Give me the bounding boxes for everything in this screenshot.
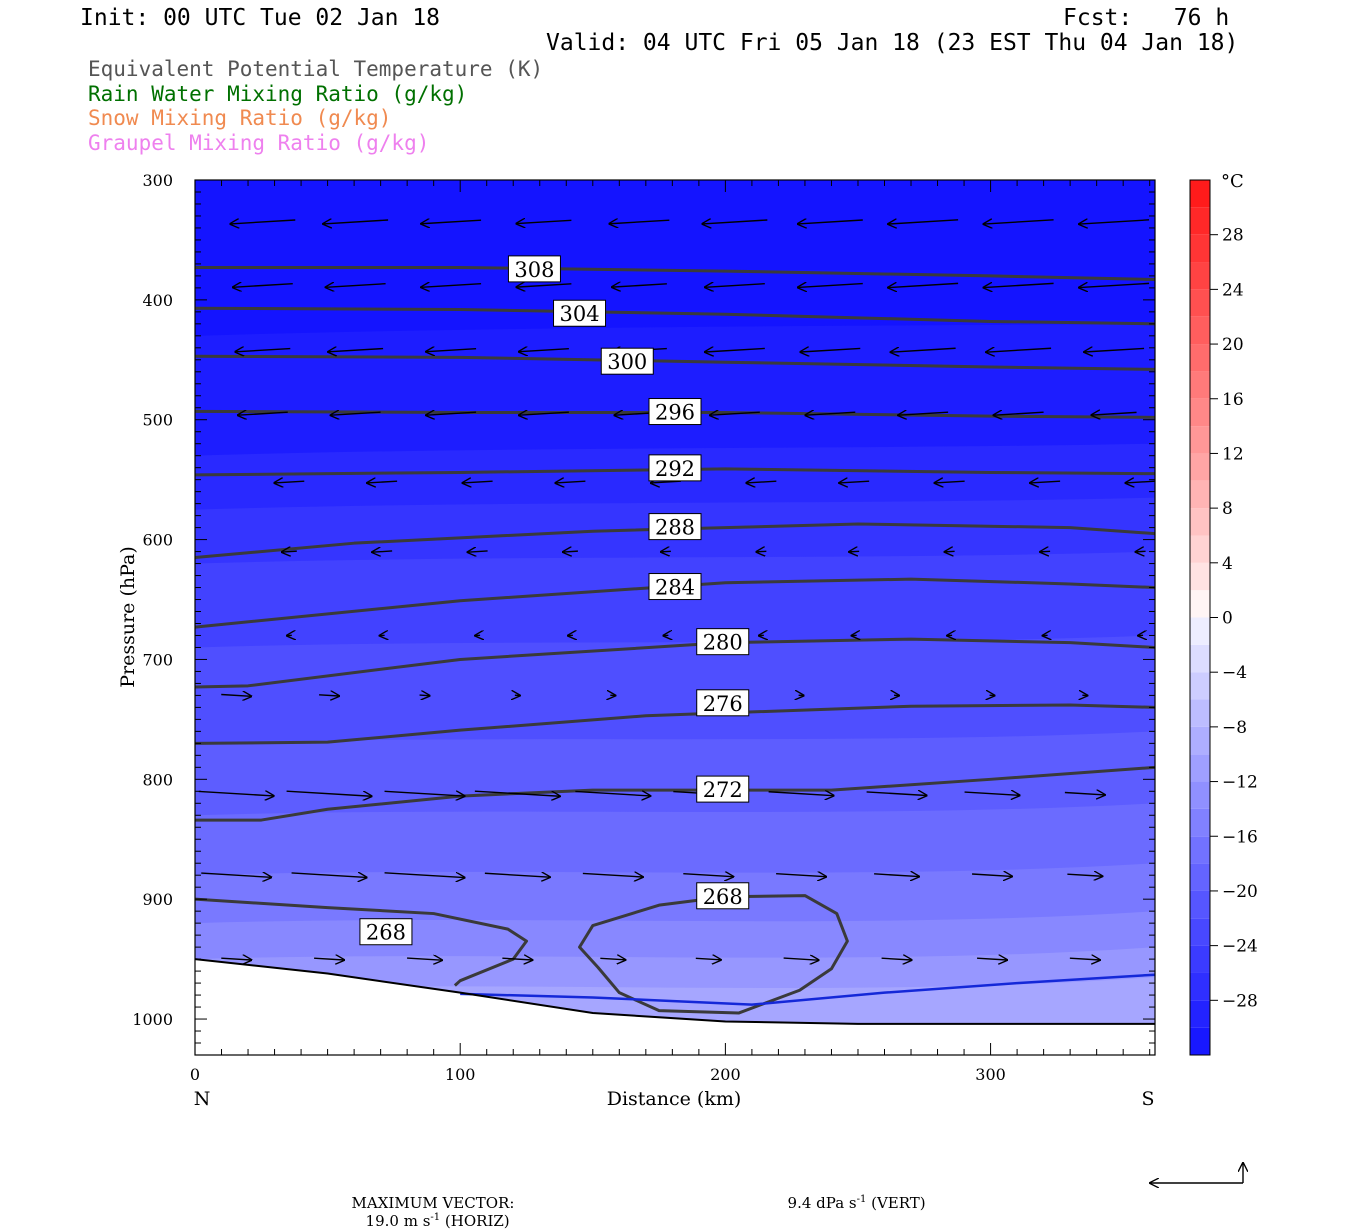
colorbar-cell	[1190, 289, 1210, 316]
colorbar-label: −8	[1222, 718, 1247, 738]
colorbar-cell	[1190, 618, 1210, 645]
colorbar-label: 20	[1222, 335, 1244, 355]
horiz-max-value: 19.0 m s	[366, 1212, 431, 1230]
temperature-shading	[195, 180, 1155, 1055]
colorbar-label: 0	[1222, 609, 1233, 629]
colorbar-cell	[1190, 180, 1210, 207]
reference-vector-icon	[1150, 1163, 1243, 1183]
x-tick-label: 100	[445, 1065, 476, 1084]
x-tick-label: 200	[710, 1065, 741, 1084]
colorbar-label: −20	[1222, 882, 1258, 902]
contour-label: 276	[703, 692, 743, 716]
y-tick-label: 700	[142, 650, 173, 669]
contour-label: 296	[655, 401, 695, 425]
x-left-end-label: N	[194, 1088, 211, 1110]
colorbar-cell	[1190, 918, 1210, 945]
x-axis-title: Distance (km)	[607, 1088, 742, 1110]
y-tick-label: 300	[142, 171, 173, 190]
max-vector-label: MAXIMUM VECTOR:	[352, 1194, 515, 1212]
colorbar-cell	[1190, 508, 1210, 535]
max-vector-line: MAXIMUM VECTOR: 19.0 m s-1 (HORIZ)	[342, 1176, 514, 1230]
colorbar-cell	[1190, 700, 1210, 727]
colorbar-cell	[1190, 864, 1210, 891]
colorbar-label: 28	[1222, 226, 1244, 246]
colorbar-label: 8	[1222, 499, 1233, 519]
colorbar-cell	[1190, 563, 1210, 590]
colorbar-cell	[1190, 371, 1210, 398]
colorbar-cell	[1190, 754, 1210, 781]
colorbar-cell	[1190, 1028, 1210, 1055]
colorbar-cell	[1190, 809, 1210, 836]
horiz-unit: (HORIZ)	[440, 1212, 510, 1230]
colorbar-cell	[1190, 235, 1210, 262]
contour-label: 304	[559, 302, 599, 326]
colorbar-cell	[1190, 836, 1210, 863]
colorbar-cell	[1190, 782, 1210, 809]
colorbar-label: −12	[1222, 773, 1258, 793]
x-tick-label: 0	[190, 1065, 200, 1084]
wind-vector	[661, 551, 671, 552]
colorbar-cell	[1190, 535, 1210, 562]
colorbar-cell	[1190, 590, 1210, 617]
colorbar-cell	[1190, 891, 1210, 918]
colorbar-cell	[1190, 426, 1210, 453]
colorbar-cell	[1190, 727, 1210, 754]
y-axis-title: Pressure (hPa)	[117, 546, 139, 688]
contour-label: 268	[366, 921, 406, 945]
contour-label: 308	[514, 258, 554, 282]
colorbar-cell	[1190, 481, 1210, 508]
wind-vector	[756, 551, 766, 552]
colorbar-label: 12	[1222, 444, 1244, 464]
y-tick-label: 600	[142, 531, 173, 550]
wind-vector	[1136, 551, 1146, 552]
contour-label: 300	[607, 350, 647, 374]
x-right-end-label: S	[1141, 1088, 1154, 1110]
contour-label: 292	[655, 457, 695, 481]
wind-vector	[945, 551, 955, 552]
vert-max-value: 9.4 dPa s	[788, 1194, 857, 1212]
vert-max-line: 9.4 dPa s-1 (VERT)	[778, 1176, 926, 1212]
colorbar-cell	[1190, 946, 1210, 973]
colorbar-cell	[1190, 207, 1210, 234]
colorbar-unit: °C	[1221, 171, 1244, 192]
colorbar-cell	[1190, 645, 1210, 672]
wind-vector	[849, 551, 859, 552]
y-tick-label: 900	[142, 890, 173, 909]
wind-vector	[563, 551, 578, 552]
y-tick-label: 800	[142, 770, 173, 789]
y-tick-label: 1000	[132, 1010, 173, 1029]
colorbar-cell	[1190, 317, 1210, 344]
horiz-superscript: -1	[430, 1212, 440, 1223]
x-tick-label: 300	[975, 1065, 1006, 1084]
colorbar-cell	[1190, 262, 1210, 289]
contour-label: 272	[703, 778, 743, 802]
y-tick-label: 400	[142, 291, 173, 310]
contour-label: 284	[655, 576, 695, 600]
colorbar-label: 16	[1222, 390, 1244, 410]
colorbar-cell	[1190, 344, 1210, 371]
contour-label: 268	[703, 885, 743, 909]
colorbar-cell	[1190, 672, 1210, 699]
wind-vector	[420, 695, 430, 696]
colorbar-label: 24	[1222, 280, 1244, 300]
colorbar-label: −28	[1222, 991, 1258, 1011]
colorbar: 28 24 20 16 12 8 4 0 −4 −8 −12 −16 −20 −24 −28	[1190, 180, 1258, 1055]
colorbar-label: 4	[1222, 554, 1233, 574]
wind-vector	[1040, 551, 1050, 552]
contour-label: 280	[703, 631, 743, 655]
vert-unit: (VERT)	[866, 1194, 925, 1212]
colorbar-cell	[1190, 1000, 1210, 1027]
colorbar-label: −24	[1222, 937, 1258, 957]
colorbar-cell	[1190, 973, 1210, 1000]
y-tick-label: 500	[142, 411, 173, 430]
wind-vector	[282, 551, 297, 552]
colorbar-cell	[1190, 453, 1210, 480]
contour-label: 288	[655, 516, 695, 540]
colorbar-label: −16	[1222, 827, 1258, 847]
colorbar-cell	[1190, 399, 1210, 426]
colorbar-label: −4	[1222, 663, 1247, 683]
